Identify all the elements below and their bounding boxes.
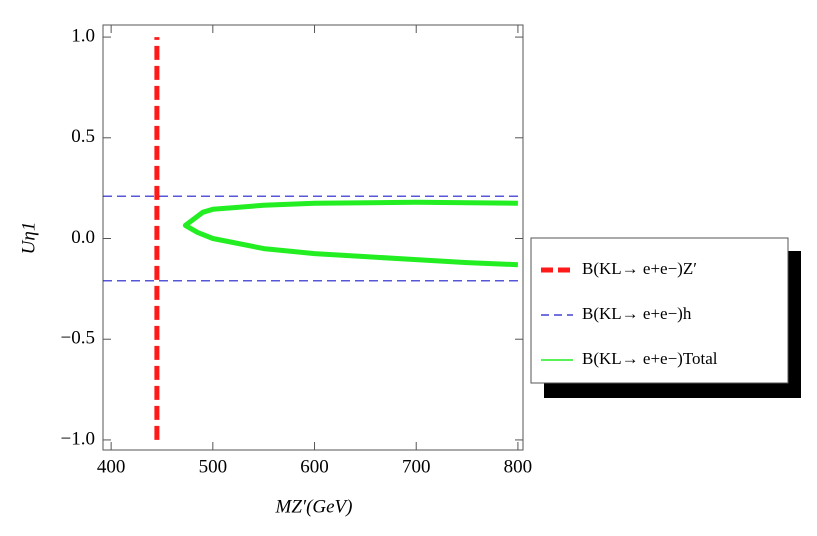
y-tick-label: 0.5 — [71, 126, 95, 147]
x-tick-label: 800 — [504, 456, 533, 477]
legend-label: B(KL→ e+e−)Total — [582, 349, 718, 368]
x-tick-label: 700 — [402, 456, 431, 477]
y-tick-label: −0.5 — [61, 328, 95, 349]
legend: B(KL→ e+e−)Z′ B(KL→ e+e−)h B(KL→ e+e−)Tota… — [541, 259, 718, 368]
y-axis-label: Uη1 — [18, 222, 39, 255]
x-tick-label: 500 — [199, 456, 228, 477]
y-tick-label: 0.0 — [71, 227, 95, 248]
x-tick-label: 400 — [97, 456, 126, 477]
x-axis-label: MZ′(GeV) — [275, 496, 353, 517]
x-tick-label: 600 — [300, 456, 329, 477]
legend-box — [530, 237, 789, 384]
legend-label: B(KL→ e+e−)Z′ — [582, 259, 697, 278]
y-tick-label: −1.0 — [61, 428, 95, 449]
y-tick-label: 1.0 — [71, 25, 95, 46]
legend-label: B(KL→ e+e−)h — [582, 304, 692, 323]
curve — [182, 199, 519, 268]
plot-frame — [102, 24, 524, 451]
